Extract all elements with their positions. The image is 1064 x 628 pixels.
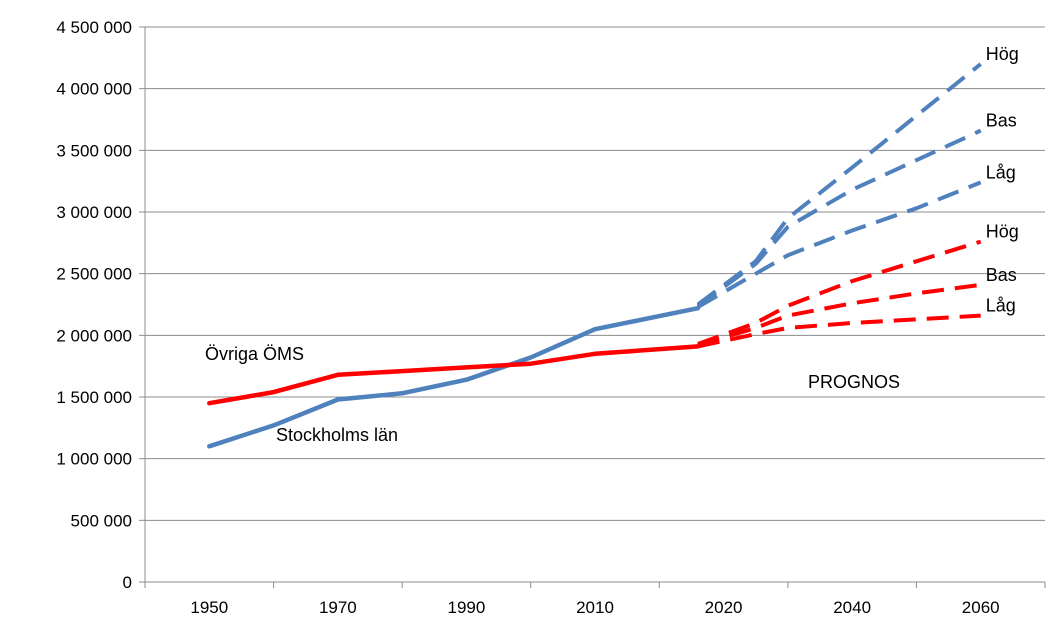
annotations: Övriga ÖMS Stockholms län PROGNOS: [205, 344, 900, 445]
y-tick-label: 1 000 000: [56, 450, 132, 469]
x-tick-label: 1970: [319, 598, 357, 617]
x-tick-label: 2010: [576, 598, 614, 617]
x-tick-label: 1950: [190, 598, 228, 617]
series-label: Låg: [986, 296, 1016, 316]
series-lines: [207, 62, 982, 449]
series-line-5: [697, 239, 982, 346]
x-tick-label: 2040: [833, 598, 871, 617]
series-label: Låg: [986, 162, 1016, 182]
series-line-4: [696, 180, 982, 309]
y-tick-label: 0: [123, 573, 132, 592]
series-line-6: [697, 282, 981, 348]
x-axis-ticks: 1950 1970 1990 2010 2020 2040 2060: [144, 582, 1046, 617]
x-tick-label: 1990: [448, 598, 486, 617]
series-line-1: [207, 344, 701, 406]
series-line-0: [207, 305, 701, 449]
annotation-stockholms-lan: Stockholms län: [276, 425, 398, 445]
series-line-2: [696, 62, 982, 307]
series-line-7: [697, 313, 981, 349]
axes: [144, 27, 1045, 583]
y-tick-label: 2 000 000: [56, 326, 132, 345]
y-tick-label: 3 500 000: [56, 141, 132, 160]
x-tick-label: 2020: [705, 598, 743, 617]
series-label: Bas: [986, 111, 1017, 131]
y-tick-label: 3 000 000: [56, 203, 132, 222]
y-tick-label: 2 500 000: [56, 265, 132, 284]
series-label: Hög: [986, 222, 1019, 242]
y-axis-ticks: 0 500 000 1 000 000 1 500 000 2 000 000 2 500…: [56, 18, 145, 592]
y-tick-label: 1 500 000: [56, 388, 132, 407]
series-line-3: [696, 128, 982, 308]
series-labels: Hög Bas Låg Hög Bas Låg: [986, 44, 1019, 316]
y-tick-label: 4 000 000: [56, 80, 132, 99]
series-label: Hög: [986, 44, 1019, 64]
x-tick-label: 2060: [962, 598, 1000, 617]
annotation-prognos: PROGNOS: [808, 372, 900, 392]
annotation-ovriga-oms: Övriga ÖMS: [205, 344, 304, 364]
series-label: Bas: [986, 265, 1017, 285]
y-tick-label: 4 500 000: [56, 18, 132, 37]
y-tick-label: 500 000: [71, 511, 132, 530]
gridlines: [145, 26, 1045, 521]
